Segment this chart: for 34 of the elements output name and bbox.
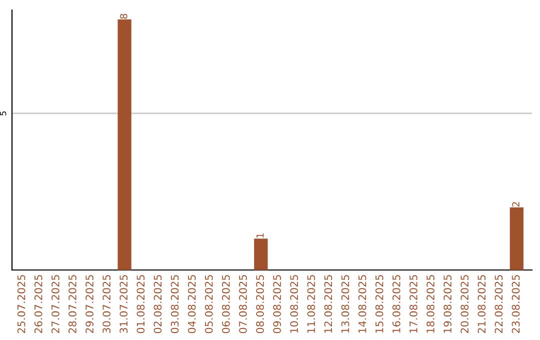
x-tick-label: 02.08.2025: [154, 275, 162, 334]
x-tick-label: 12.08.2025: [324, 275, 332, 333]
x-tick-label: 31.07.2025: [120, 275, 128, 334]
x-tick-label: 19.08.2025: [444, 275, 452, 333]
data-label: 2: [512, 202, 520, 207]
x-tick-label: 17.08.2025: [410, 275, 418, 333]
x-tick-label: 05.08.2025: [204, 275, 213, 334]
x-tick-label: 16.08.2025: [392, 275, 400, 333]
x-tick-label: 26.07.2025: [34, 275, 42, 334]
x-tick-label: 21.08.2025: [478, 275, 486, 334]
x-tick-label: 20.08.2025: [460, 275, 469, 334]
x-tick-label: 08.08.2025: [256, 275, 264, 334]
x-tick-label: 01.08.2025: [136, 275, 145, 334]
x-tick-label: 30.07.2025: [102, 275, 110, 334]
x-tick-label: 18.08.2025: [426, 275, 434, 333]
x-tick-label: 27.07.2025: [51, 275, 60, 334]
x-tick-label: 06.08.2025: [222, 275, 230, 334]
data-label: 8: [120, 14, 128, 19]
x-tick-label: 04.08.2025: [188, 275, 196, 334]
data-label: 1: [256, 233, 264, 238]
y-tick-label: 5: [0, 111, 6, 116]
x-tick-label: 11.08.2025: [307, 275, 316, 333]
x-tick-label: 22.08.2025: [494, 275, 503, 334]
x-tick-label: 15.08.2025: [375, 275, 384, 333]
x-tick-label: 13.08.2025: [341, 275, 350, 333]
x-tick-label: 29.07.2025: [86, 275, 94, 334]
x-tick-label: 25.07.2025: [17, 275, 26, 334]
x-tick-label: 23.08.2025: [512, 275, 520, 334]
x-tick-label: 14.08.2025: [358, 275, 366, 333]
x-tick-label: 10.08.2025: [290, 275, 298, 333]
x-tick-label: 28.07.2025: [68, 275, 76, 334]
x-tick-label: 09.08.2025: [273, 275, 281, 334]
x-tick-label: 07.08.2025: [239, 275, 247, 334]
x-tick-label: 03.08.2025: [170, 275, 179, 334]
